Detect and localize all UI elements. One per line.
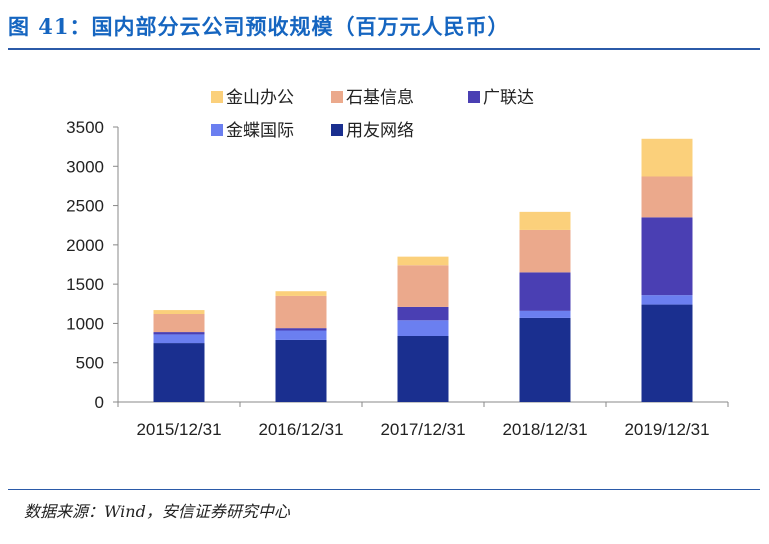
- y-tick-label: 3500: [66, 118, 104, 137]
- y-tick-label: 2500: [66, 197, 104, 216]
- bar-segment: [275, 291, 327, 296]
- bar-segment: [519, 272, 571, 311]
- bar-segment: [153, 334, 205, 344]
- bar-segment: [153, 332, 205, 335]
- bars: [153, 138, 693, 402]
- source-divider: [8, 489, 760, 490]
- y-tick-label: 1500: [66, 275, 104, 294]
- bar-segment: [397, 306, 449, 321]
- bar-segment: [641, 295, 693, 305]
- x-tick-label: 2015/12/31: [136, 420, 221, 439]
- y-tick-label: 2000: [66, 236, 104, 255]
- bar-segment: [153, 314, 205, 333]
- bar-segment: [275, 328, 327, 331]
- legend-label: 广联达: [483, 88, 534, 108]
- bar-segment: [519, 211, 571, 230]
- title-divider: [8, 48, 760, 50]
- legend-label: 金山办公: [226, 88, 294, 108]
- legend-label: 石基信息: [346, 88, 414, 108]
- legend-swatch: [331, 91, 343, 103]
- bar-segment: [519, 317, 571, 402]
- bar-segment: [153, 343, 205, 402]
- chart-title: 图 41：国内部分云公司预收规模（百万元人民币）: [8, 14, 510, 39]
- bar-segment: [397, 320, 449, 336]
- legend-swatch: [331, 124, 343, 136]
- x-axis: 2015/12/31 2016/12/31 2017/12/31 2018/12/31…: [117, 401, 729, 439]
- source-note: 数据来源：Wind，安信证券研究中心: [24, 502, 290, 521]
- y-tick-label: 500: [76, 354, 104, 373]
- bar-segment: [641, 304, 693, 402]
- bar-segment: [397, 265, 449, 307]
- bar-segment: [641, 217, 693, 296]
- bar-segment: [519, 229, 571, 273]
- legend-swatch: [468, 91, 480, 103]
- bar-segment: [153, 310, 205, 314]
- legend-label: 金蝶国际: [226, 121, 294, 141]
- bar-segment: [641, 138, 693, 177]
- y-tick-label: 3000: [66, 157, 104, 176]
- legend-swatch: [211, 124, 223, 136]
- bar-segment: [397, 256, 449, 266]
- bar-segment: [275, 295, 327, 329]
- y-axis: 0 500 1000 1500 2000 2500 3000 3500: [66, 118, 119, 412]
- bar-segment: [275, 339, 327, 402]
- y-tick-label: 0: [95, 393, 104, 412]
- bar-segment: [275, 330, 327, 340]
- x-tick-label: 2019/12/31: [624, 420, 709, 439]
- x-tick-label: 2018/12/31: [502, 420, 587, 439]
- legend-swatch: [211, 91, 223, 103]
- x-tick-label: 2016/12/31: [258, 420, 343, 439]
- x-tick-label: 2017/12/31: [380, 420, 465, 439]
- bar-segment: [641, 176, 693, 218]
- y-tick-label: 1000: [66, 314, 104, 333]
- bar-segment: [519, 310, 571, 318]
- bar-segment: [397, 336, 449, 402]
- legend-label: 用友网络: [346, 121, 414, 141]
